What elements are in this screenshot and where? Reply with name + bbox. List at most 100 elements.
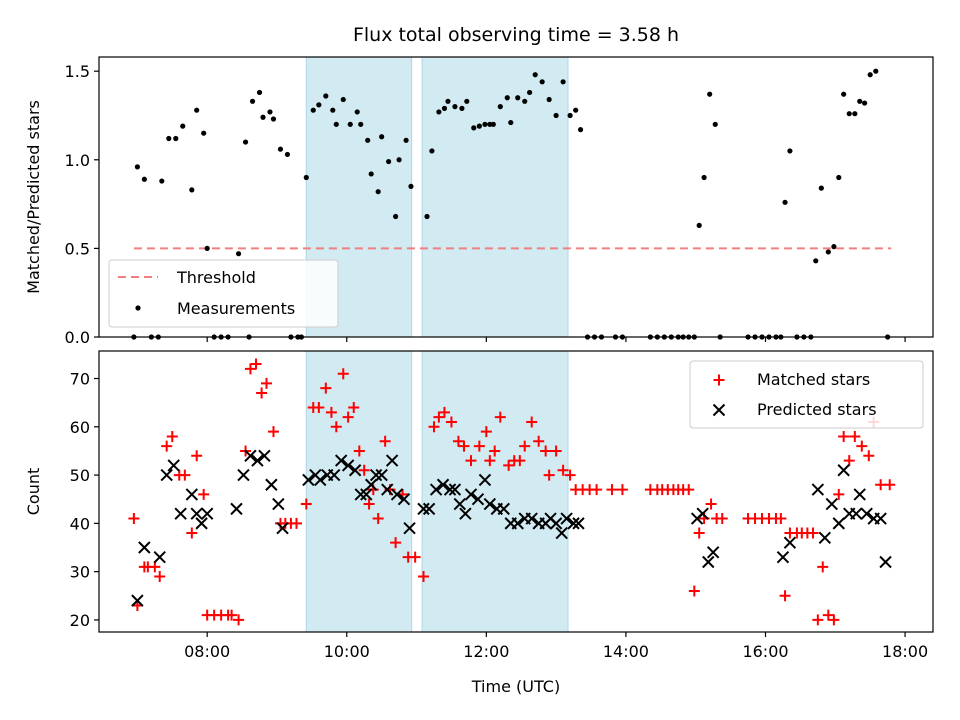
measurement-point — [235, 251, 242, 257]
matched-point — [863, 450, 875, 462]
predicted-point — [483, 497, 497, 511]
predicted-point — [153, 550, 166, 564]
measurement-point — [841, 91, 847, 97]
y-tick-label: 20 — [70, 611, 90, 630]
measurement-point — [862, 100, 868, 106]
measurement-point — [852, 111, 858, 117]
matched-point — [540, 445, 552, 457]
predicted-point — [265, 478, 278, 491]
measurement-point — [787, 148, 793, 154]
measurement-point — [249, 98, 256, 104]
predicted-point — [860, 507, 873, 520]
predicted-point — [397, 493, 411, 506]
predicted-point — [825, 497, 839, 511]
matched-legend-marker — [713, 374, 725, 386]
y-tick-label: 60 — [70, 418, 90, 437]
matched-point — [198, 488, 210, 500]
predicted-point — [200, 507, 214, 520]
predicted-point — [375, 468, 388, 482]
measurement-point — [522, 98, 528, 104]
predicted-point — [443, 483, 457, 496]
x-tick-label: 12:00 — [463, 642, 509, 661]
matched-point — [884, 479, 896, 491]
measurement-point — [267, 109, 273, 115]
matched-point — [409, 551, 421, 563]
x-tick-label: 10:00 — [324, 642, 370, 661]
matched-point — [705, 498, 717, 510]
measurement-point — [490, 121, 496, 127]
matched-point — [489, 445, 501, 457]
legend: Matched stars Predicted stars — [689, 360, 924, 429]
count-plot: 20 30 40 50 60 70 08:00 10:00 12:00 14:00 16:00 18:… — [24, 350, 934, 696]
predicted-point — [138, 541, 151, 554]
measurement-point — [508, 119, 514, 126]
measurement-point — [459, 105, 465, 111]
matched-point — [428, 421, 440, 433]
predicted-point — [572, 517, 585, 530]
predicted-point — [702, 555, 715, 569]
x-tick-label: 16:00 — [742, 642, 788, 661]
plot-frame — [98, 56, 934, 338]
predicted-point — [251, 454, 264, 467]
predicted-point — [272, 497, 285, 511]
y-tick-label: 1.0 — [65, 151, 90, 170]
measurement-point — [515, 95, 521, 101]
measurement-point — [358, 121, 364, 127]
matched-point — [191, 450, 203, 462]
measurement-point — [553, 112, 559, 119]
matched-point — [154, 570, 166, 582]
matched-point — [465, 455, 477, 467]
measurement-point — [180, 123, 186, 129]
predicted-point — [354, 488, 367, 501]
predicted-point — [417, 502, 430, 516]
measurement-legend-marker — [135, 305, 141, 311]
predicted-point — [244, 449, 257, 462]
legend-label-predicted: Predicted stars — [757, 400, 877, 419]
matched-point — [179, 469, 191, 481]
matched-point — [226, 609, 238, 621]
matched-point — [390, 537, 402, 549]
matched-point — [838, 430, 850, 442]
measurement-point — [560, 79, 566, 85]
matched-point — [779, 590, 791, 602]
measurement-point — [201, 130, 207, 136]
matched-point — [519, 440, 531, 452]
matched-point — [330, 421, 342, 433]
matched-point — [688, 585, 700, 597]
measurement-point — [393, 213, 399, 220]
matched-point — [379, 435, 391, 447]
predicted-point — [195, 517, 208, 530]
matched-point — [716, 513, 728, 525]
matched-point — [291, 517, 303, 529]
matched-point — [358, 464, 370, 476]
matched-point — [342, 411, 354, 423]
measurement-point — [429, 148, 435, 154]
measurement-point — [846, 111, 852, 117]
predicted-point — [696, 507, 709, 520]
matched-point — [353, 445, 365, 457]
measurement-point — [386, 158, 392, 165]
measurement-point — [867, 72, 873, 78]
predicted-point — [783, 536, 797, 549]
measurement-point — [573, 107, 579, 113]
predicted-point — [818, 531, 832, 545]
measurement-point — [368, 171, 374, 177]
measurement-point — [354, 109, 360, 115]
y-tick-label: 30 — [70, 563, 90, 582]
predicted-point — [348, 464, 362, 477]
predicted-point — [237, 468, 250, 482]
measurement-point — [546, 96, 552, 103]
matched-point — [494, 411, 506, 423]
measurement-point — [310, 107, 316, 113]
predicted-point — [837, 464, 850, 477]
matched-point — [458, 440, 470, 452]
matched-point — [775, 513, 787, 525]
predicted-point — [511, 517, 524, 530]
matched-point — [313, 401, 325, 413]
legend-label-threshold: Threshold — [176, 268, 256, 287]
predicted-point — [190, 507, 203, 520]
measurement-point — [577, 127, 584, 133]
matched-point — [445, 416, 457, 428]
measurement-point — [396, 157, 402, 163]
matched-point — [817, 561, 829, 573]
